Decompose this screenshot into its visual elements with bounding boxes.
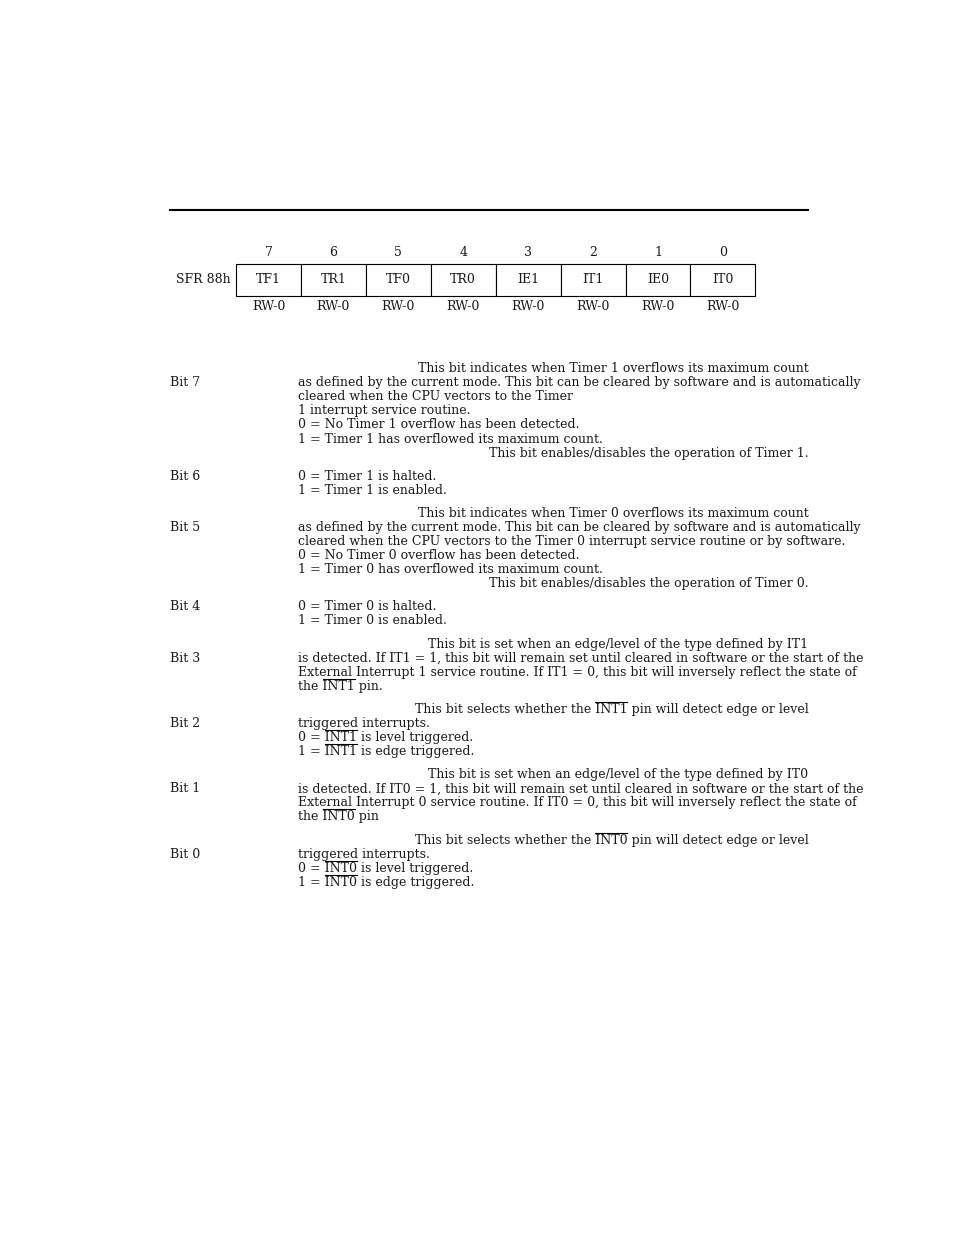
Text: IT1: IT1 bbox=[581, 273, 603, 287]
Bar bbox=[300, 264, 366, 295]
Text: 1 = INT1 is edge triggered.: 1 = INT1 is edge triggered. bbox=[298, 745, 474, 758]
Text: Bit 3: Bit 3 bbox=[170, 652, 199, 664]
Text: Bit 6: Bit 6 bbox=[170, 469, 199, 483]
Text: 5: 5 bbox=[394, 246, 402, 258]
Text: Bit 4: Bit 4 bbox=[170, 600, 199, 614]
Text: triggered interrupts.: triggered interrupts. bbox=[298, 718, 430, 730]
Text: Bit 7: Bit 7 bbox=[170, 377, 199, 389]
Text: TF1: TF1 bbox=[255, 273, 281, 287]
Text: 0 = Timer 0 is halted.: 0 = Timer 0 is halted. bbox=[298, 600, 436, 614]
Bar bbox=[366, 264, 431, 295]
Text: 4: 4 bbox=[458, 246, 467, 258]
Text: 1 = Timer 0 is enabled.: 1 = Timer 0 is enabled. bbox=[298, 615, 447, 627]
Text: Bit 2: Bit 2 bbox=[170, 718, 199, 730]
Text: IE1: IE1 bbox=[517, 273, 538, 287]
Text: 1 = Timer 0 has overflowed its maximum count.: 1 = Timer 0 has overflowed its maximum c… bbox=[298, 563, 602, 577]
Text: External Interrupt 0 service routine. If IT0 = 0, this bit will inversely reflec: External Interrupt 0 service routine. If… bbox=[298, 797, 856, 809]
Text: cleared when the CPU vectors to the Timer 0 interrupt service routine or by soft: cleared when the CPU vectors to the Time… bbox=[298, 535, 844, 548]
Bar bbox=[625, 264, 690, 295]
Text: 1 = INT0 is edge triggered.: 1 = INT0 is edge triggered. bbox=[298, 876, 474, 889]
Bar bbox=[496, 264, 560, 295]
Bar bbox=[431, 264, 496, 295]
Bar bbox=[690, 264, 755, 295]
Text: 1 = Timer 1 has overflowed its maximum count.: 1 = Timer 1 has overflowed its maximum c… bbox=[298, 432, 602, 446]
Text: 0 = INT0 is level triggered.: 0 = INT0 is level triggered. bbox=[298, 862, 473, 874]
Text: 0 = No Timer 0 overflow has been detected.: 0 = No Timer 0 overflow has been detecte… bbox=[298, 550, 579, 562]
Text: IE0: IE0 bbox=[646, 273, 668, 287]
Text: This bit is set when an edge/level of the type defined by IT0: This bit is set when an edge/level of th… bbox=[428, 768, 807, 782]
Text: Bit 1: Bit 1 bbox=[170, 782, 199, 795]
Text: This bit is set when an edge/level of the type defined by IT1: This bit is set when an edge/level of th… bbox=[428, 637, 807, 651]
Text: RW-0: RW-0 bbox=[316, 300, 350, 314]
Text: RW-0: RW-0 bbox=[705, 300, 739, 314]
Text: cleared when the CPU vectors to the Timer: cleared when the CPU vectors to the Time… bbox=[298, 390, 573, 404]
Text: RW-0: RW-0 bbox=[640, 300, 674, 314]
Text: RW-0: RW-0 bbox=[511, 300, 544, 314]
Text: RW-0: RW-0 bbox=[576, 300, 609, 314]
Text: 0 = INT1 is level triggered.: 0 = INT1 is level triggered. bbox=[298, 731, 473, 743]
Text: 6: 6 bbox=[329, 246, 337, 258]
Text: is detected. If IT0 = 1, this bit will remain set until cleared in software or t: is detected. If IT0 = 1, this bit will r… bbox=[298, 782, 862, 795]
Text: This bit enables/disables the operation of Timer 0.: This bit enables/disables the operation … bbox=[488, 577, 807, 590]
Text: as defined by the current mode. This bit can be cleared by software and is autom: as defined by the current mode. This bit… bbox=[298, 521, 860, 534]
Bar bbox=[560, 264, 625, 295]
Text: This bit indicates when Timer 0 overflows its maximum count: This bit indicates when Timer 0 overflow… bbox=[417, 506, 807, 520]
Text: triggered interrupts.: triggered interrupts. bbox=[298, 847, 430, 861]
Text: 0 = No Timer 1 overflow has been detected.: 0 = No Timer 1 overflow has been detecte… bbox=[298, 419, 579, 431]
Text: 0: 0 bbox=[719, 246, 726, 258]
Text: This bit selects whether the INT1 pin will detect edge or level: This bit selects whether the INT1 pin wi… bbox=[415, 703, 807, 716]
Text: is detected. If IT1 = 1, this bit will remain set until cleared in software or t: is detected. If IT1 = 1, this bit will r… bbox=[298, 652, 862, 664]
Bar bbox=[235, 264, 300, 295]
Text: as defined by the current mode. This bit can be cleared by software and is autom: as defined by the current mode. This bit… bbox=[298, 377, 860, 389]
Text: the INT1 pin.: the INT1 pin. bbox=[298, 679, 382, 693]
Text: 0 = Timer 1 is halted.: 0 = Timer 1 is halted. bbox=[298, 469, 436, 483]
Text: SFR 88h: SFR 88h bbox=[175, 273, 230, 287]
Text: 1: 1 bbox=[654, 246, 661, 258]
Text: 1 interrupt service routine.: 1 interrupt service routine. bbox=[298, 404, 470, 417]
Text: 7: 7 bbox=[264, 246, 273, 258]
Text: 3: 3 bbox=[523, 246, 532, 258]
Text: the INT0 pin: the INT0 pin bbox=[298, 810, 378, 824]
Text: External Interrupt 1 service routine. If IT1 = 0, this bit will inversely reflec: External Interrupt 1 service routine. If… bbox=[298, 666, 856, 679]
Text: TR0: TR0 bbox=[450, 273, 476, 287]
Text: This bit selects whether the INT0 pin will detect edge or level: This bit selects whether the INT0 pin wi… bbox=[415, 834, 807, 846]
Text: RW-0: RW-0 bbox=[446, 300, 479, 314]
Text: RW-0: RW-0 bbox=[381, 300, 415, 314]
Text: Bit 5: Bit 5 bbox=[170, 521, 199, 534]
Text: TR1: TR1 bbox=[320, 273, 346, 287]
Text: This bit enables/disables the operation of Timer 1.: This bit enables/disables the operation … bbox=[488, 447, 807, 459]
Text: 1 = Timer 1 is enabled.: 1 = Timer 1 is enabled. bbox=[298, 484, 447, 496]
Text: This bit indicates when Timer 1 overflows its maximum count: This bit indicates when Timer 1 overflow… bbox=[417, 362, 807, 375]
Text: RW-0: RW-0 bbox=[252, 300, 285, 314]
Text: Bit 0: Bit 0 bbox=[170, 847, 199, 861]
Text: IT0: IT0 bbox=[712, 273, 733, 287]
Text: 2: 2 bbox=[589, 246, 597, 258]
Text: TF0: TF0 bbox=[385, 273, 411, 287]
